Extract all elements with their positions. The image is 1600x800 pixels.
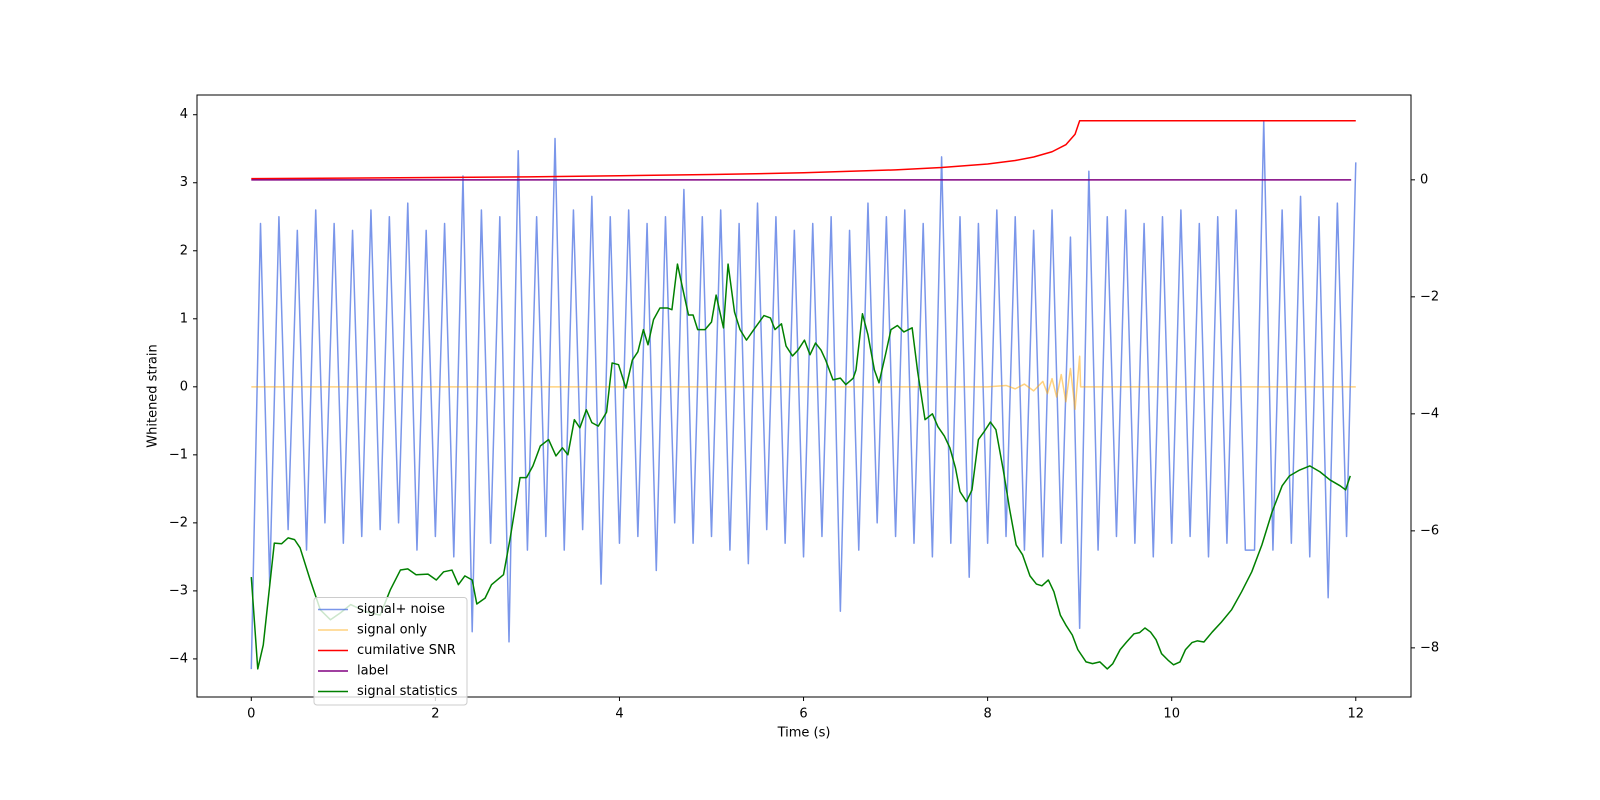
y-tick-label: 2	[180, 243, 188, 258]
x-tick-label: 10	[1163, 707, 1180, 722]
y2-tick-label: −2	[1420, 289, 1439, 304]
x-tick-label: 4	[615, 707, 623, 722]
y-tick-label: 1	[180, 311, 188, 326]
x-tick-label: 6	[799, 707, 807, 722]
y-tick-label: −2	[169, 515, 188, 530]
x-axis-label: Time (s)	[777, 726, 831, 741]
y-tick-label: 4	[180, 107, 188, 122]
y-tick-label: 0	[180, 379, 188, 394]
legend-label: signal statistics	[357, 684, 458, 699]
x-tick-label: 8	[983, 707, 991, 722]
series-line	[250, 263, 1351, 670]
x-tick-label: 0	[247, 707, 255, 722]
x-tick-label: 12	[1348, 707, 1365, 722]
plot-area	[250, 119, 1357, 670]
y-tick-label: 3	[180, 175, 188, 190]
y-tick-label: −1	[169, 447, 188, 462]
legend: signal+ noise signal only cumilative SNR la…	[313, 597, 468, 706]
y-tick-label: −4	[169, 651, 188, 666]
y2-tick-label: −6	[1420, 523, 1439, 538]
series-line	[251, 355, 1356, 411]
series-line	[250, 120, 1357, 670]
y2-tick-label: −4	[1420, 406, 1439, 421]
y2-tick-label: 0	[1420, 172, 1428, 187]
legend-label: cumilative SNR	[357, 643, 456, 658]
legend-label: signal+ noise	[357, 602, 445, 617]
series-line	[251, 119, 1356, 180]
x-tick-label: 2	[431, 707, 439, 722]
y-axis-label: Whitened strain	[146, 344, 161, 447]
legend-label: label	[357, 664, 388, 679]
y-tick-label: −3	[169, 583, 188, 598]
legend-label: signal only	[357, 623, 427, 638]
y2-tick-label: −8	[1420, 640, 1439, 655]
legend-box	[313, 597, 468, 706]
